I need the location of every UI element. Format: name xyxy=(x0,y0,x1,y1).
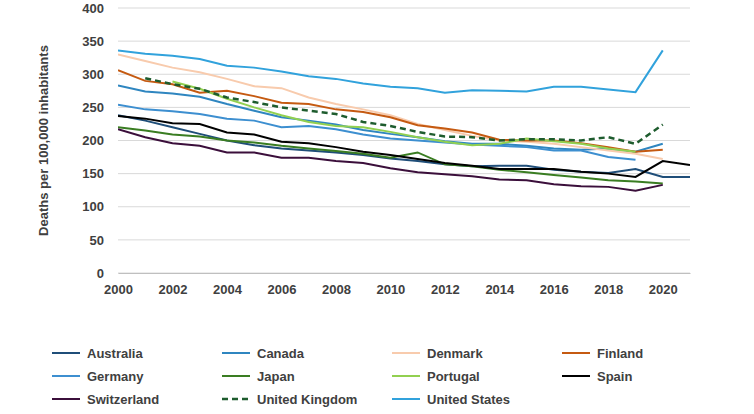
x-tick: 2004 xyxy=(213,273,243,297)
x-tick-label: 2006 xyxy=(267,282,296,297)
legend-label: Spain xyxy=(597,369,632,384)
y-tick: 100 xyxy=(82,199,118,214)
x-tick: 2006 xyxy=(267,273,296,297)
legend-label: United States xyxy=(427,392,510,407)
legend-item: Spain xyxy=(562,369,632,384)
x-tick-label: 2018 xyxy=(594,282,623,297)
legend-swatch xyxy=(392,375,420,377)
y-tick-label: 150 xyxy=(82,166,104,181)
x-tick: 2002 xyxy=(159,273,188,297)
legend-item: Finland xyxy=(562,346,643,361)
legend-label: Finland xyxy=(597,346,643,361)
series-line xyxy=(118,70,663,151)
legend-swatch xyxy=(52,398,80,400)
y-tick-label: 200 xyxy=(82,133,104,148)
x-tick: 2020 xyxy=(649,273,678,297)
y-axis-line xyxy=(118,9,119,274)
y-tick-label: 250 xyxy=(82,100,104,115)
x-tick: 2010 xyxy=(376,273,405,297)
series-line xyxy=(172,82,635,152)
legend-swatch xyxy=(562,352,590,354)
grid-line xyxy=(118,107,690,108)
legend-item: Australia xyxy=(52,346,143,361)
y-tick-label: 0 xyxy=(97,266,104,281)
y-tick: 250 xyxy=(82,100,118,115)
legend-swatch xyxy=(392,352,420,354)
legend-label: Australia xyxy=(87,346,143,361)
y-tick-label: 100 xyxy=(82,199,104,214)
legend-item: Germany xyxy=(52,369,144,384)
legend-item: United Kingdom xyxy=(222,392,357,407)
x-axis-line xyxy=(119,273,691,274)
y-tick-label: 400 xyxy=(82,1,104,16)
plot-area: 0 50 100 150 200 250 300 350 400 2000 2002 2004 2006… xyxy=(82,1,690,298)
x-tick: 2014 xyxy=(485,273,515,297)
series-line xyxy=(118,129,663,191)
legend-swatch xyxy=(52,375,80,377)
x-tick-label: 2002 xyxy=(159,282,188,297)
legend-item: Canada xyxy=(222,346,305,361)
legend-label: Canada xyxy=(257,346,305,361)
lines xyxy=(118,50,690,190)
grid xyxy=(118,8,690,273)
x-tick-label: 2020 xyxy=(649,282,678,297)
x-tick-label: 2012 xyxy=(431,282,460,297)
y-axis-title: Deaths per 100,000 inhabitants xyxy=(36,45,51,236)
x-tick: 2016 xyxy=(540,273,569,297)
grid-line xyxy=(118,8,690,9)
x-tick-label: 2000 xyxy=(104,282,133,297)
y-tick: 0 xyxy=(97,266,118,281)
grid-line xyxy=(118,41,690,42)
x-tick-label: 2004 xyxy=(213,282,243,297)
x-tick-label: 2008 xyxy=(322,282,351,297)
x-tick-label: 2016 xyxy=(540,282,569,297)
legend-swatch xyxy=(562,375,590,377)
series-line xyxy=(118,54,663,159)
grid-line xyxy=(118,273,690,274)
legend-label: United Kingdom xyxy=(257,392,357,407)
y-tick: 50 xyxy=(90,233,118,248)
y-axis: 0 50 100 150 200 250 300 350 400 xyxy=(82,1,118,281)
x-axis: 2000 2002 2004 2006 2008 2010 2012 2014 2016 2018… xyxy=(104,273,690,297)
chart: 0 50 100 150 200 250 300 350 400 2000 2002 2004 2006… xyxy=(0,0,754,414)
legend-label: Denmark xyxy=(427,346,483,361)
legend-swatch xyxy=(222,375,250,377)
x-tick: 2018 xyxy=(594,273,623,297)
y-tick: 300 xyxy=(82,67,118,82)
y-tick-label: 50 xyxy=(90,233,104,248)
x-tick: 2008 xyxy=(322,273,351,297)
y-tick: 350 xyxy=(82,34,118,49)
legend-swatch xyxy=(52,352,80,354)
legend-swatch xyxy=(222,352,250,354)
grid-line xyxy=(118,206,690,207)
legend-swatch xyxy=(222,398,250,401)
legend: Australia Canada Denmark Finland Germany Japa… xyxy=(52,346,643,407)
grid-line xyxy=(118,239,690,240)
legend-label: Japan xyxy=(257,369,295,384)
y-tick: 150 xyxy=(82,166,118,181)
x-tick: 2012 xyxy=(431,273,460,297)
legend-item: United States xyxy=(392,392,510,407)
x-tick: 2000 xyxy=(104,273,133,297)
legend-label: Portugal xyxy=(427,369,480,384)
series-line xyxy=(118,86,663,152)
series-line xyxy=(118,50,663,92)
legend-item: Switzerland xyxy=(52,392,159,407)
y-tick-label: 350 xyxy=(82,34,104,49)
legend-label: Switzerland xyxy=(87,392,159,407)
legend-item: Denmark xyxy=(392,346,483,361)
legend-label: Germany xyxy=(87,369,144,384)
legend-item: Portugal xyxy=(392,369,480,384)
x-tick-label: 2014 xyxy=(485,282,515,297)
x-tick-label: 2010 xyxy=(376,282,405,297)
legend-item: Japan xyxy=(222,369,295,384)
series-line xyxy=(118,105,636,160)
y-tick-label: 300 xyxy=(82,67,104,82)
y-tick: 200 xyxy=(82,133,118,148)
y-tick: 400 xyxy=(82,1,118,16)
legend-swatch xyxy=(392,398,420,400)
